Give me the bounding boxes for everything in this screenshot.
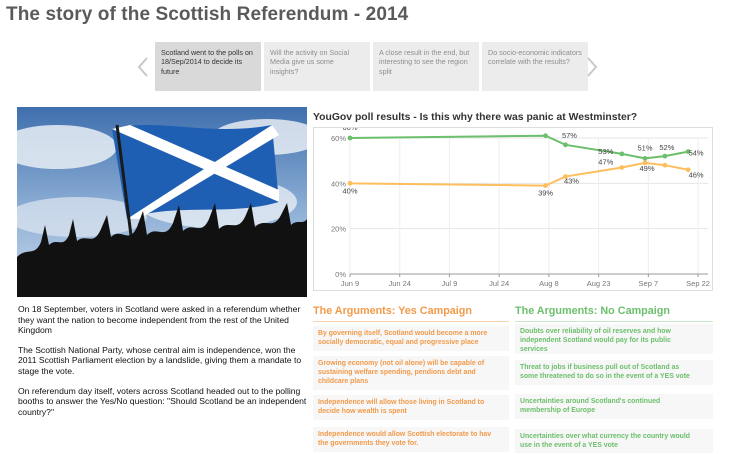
chevron-right-icon [587,57,598,77]
data-point [642,160,648,166]
next-story-button[interactable] [585,56,599,78]
poll-chart-svg: 0% 20% 40% 60% Jun 9 Jun 24 Jul 9 Jul 24 Aug 8 Au… [331,128,710,288]
prev-story-button[interactable] [136,56,150,78]
data-point [619,151,625,157]
data-label: 47% [598,157,613,166]
no-argument-2-line-2: some threatened to do so in the event of… [520,373,690,380]
data-label: 61% [538,128,553,130]
x-tick-label: Aug 8 [539,279,559,288]
no-argument-4-line-2: use in the event of a YES vote [520,442,618,449]
data-point [662,153,668,159]
data-label: 52% [659,143,674,152]
yes-argument-1: By governing itself, Scotland would beco… [313,326,509,351]
data-point [685,149,691,154]
data-point [619,165,625,170]
page-title: The story of the Scottish Referendum - 2… [6,4,409,25]
x-tick-label: Jul 24 [489,279,509,288]
no-argument-3: Uncertainties around Scotland's continue… [515,394,713,419]
data-label: 49% [640,164,655,173]
data-point [543,133,548,139]
data-label: 51% [638,143,653,152]
no-argument-4: Uncertainties over what currency the cou… [515,429,713,453]
data-point [347,135,353,141]
no-argument-2: Threat to jobs if business pull out of S… [515,360,713,385]
data-point [685,167,691,173]
yes-argument-1-line-2: socially democratic, equal and progressi… [318,339,479,346]
data-point [563,142,568,148]
no-argument-4-line-1: Uncertainties over what currency the cou… [520,433,691,440]
yes-argument-3: Independence will allow those living in … [313,395,509,420]
yes-argument-2: Growing economy (not oil alone) will be … [313,356,509,390]
data-label: 60% [342,128,357,132]
intro-paragraph-3: On referendum day itself, voters across … [18,385,307,417]
chevron-left-icon [137,57,148,77]
story-tab-2[interactable]: Will the activity on Social Media give u… [264,42,370,91]
saltire-crowd-illustration [17,107,307,297]
no-argument-2-line-1: Threat to jobs if business pull out of S… [520,364,680,371]
data-label: 46% [689,171,704,180]
data-point [347,180,353,186]
data-label: 57% [562,131,577,140]
hero-image [17,107,307,297]
poll-chart: 0% 20% 40% 60% Jun 9 Jun 24 Jul 9 Jul 24 Aug 8 Au… [313,127,713,291]
data-label: 54% [689,149,704,158]
no-divider [515,321,713,322]
no-argument-3-line-1: Uncertainties around Scotland's continue… [520,398,661,405]
intro-paragraph-2: The Scottish National Party, whose centr… [18,344,302,376]
yes-argument-2-line-3: childcare plans [318,378,369,385]
yes-argument-1-line-1: By governing itself, Scotland would beco… [318,330,488,337]
story-tab-1[interactable]: Scotland went to the polls on 18/Sep/201… [155,42,261,91]
data-point [642,156,648,161]
x-tick-label: Sep 7 [639,279,659,288]
yes-argument-4: Independence would allow Scottish electo… [313,427,509,452]
yes-argument-4-line-1: Independence would allow Scottish electo… [318,431,492,438]
no-campaign-title: The Arguments: No Campaign [515,305,670,317]
story-tab-4[interactable]: Do socio-economic indicators correlate w… [482,42,588,91]
no-argument-3-line-2: membership of Europe [520,407,596,414]
yes-argument-3-line-1: Independence will allow those living in … [318,399,485,406]
story-tabs: Scotland went to the polls on 18/Sep/201… [155,42,588,91]
yes-argument-4-line-2: the governments they vote for. [318,440,419,447]
chart-title: YouGov poll results - Is this why there … [313,112,638,123]
yes-argument-2-line-1: Growing economy (not oil alone) will be … [318,360,485,367]
data-label: 40% [342,186,357,195]
x-tick-label: Sep 22 [686,279,710,288]
intro-text: On 18 September, voters in Scotland were… [18,304,310,426]
data-label: 53% [598,147,613,156]
data-point [662,162,668,168]
x-tick-label: Jun 24 [388,279,411,288]
story-tab-3[interactable]: A close result in the end, but interesti… [373,42,479,91]
y-tick-label: 0% [335,270,346,279]
yes-divider [313,321,509,322]
data-point [543,183,548,188]
x-tick-label: Aug 23 [587,279,611,288]
data-label: 39% [538,189,553,198]
no-argument-1-line-2: independent Scotland would pay for its p… [520,337,671,344]
yes-campaign-title: The Arguments: Yes Campaign [313,305,472,317]
y-tick-label: 40% [331,179,346,188]
x-tick-label: Jun 9 [341,279,359,288]
data-point [563,174,568,179]
no-argument-1: Doubts over reliability of oil reserves … [515,324,713,354]
y-tick-label: 60% [331,134,346,143]
data-label: 43% [564,177,579,186]
no-argument-1-line-1: Doubts over reliability of oil reserves … [520,328,671,335]
yes-argument-2-line-2: sustaining welfare spending, pendions de… [318,369,476,376]
y-tick-label: 20% [331,225,346,234]
x-tick-label: Jul 9 [442,279,458,288]
no-argument-1-line-3: services [520,346,548,353]
yes-argument-3-line-2: decide how wealth is spent [318,408,407,415]
series-line [349,161,689,187]
intro-paragraph-1: On 18 September, voters in Scotland were… [18,304,301,336]
